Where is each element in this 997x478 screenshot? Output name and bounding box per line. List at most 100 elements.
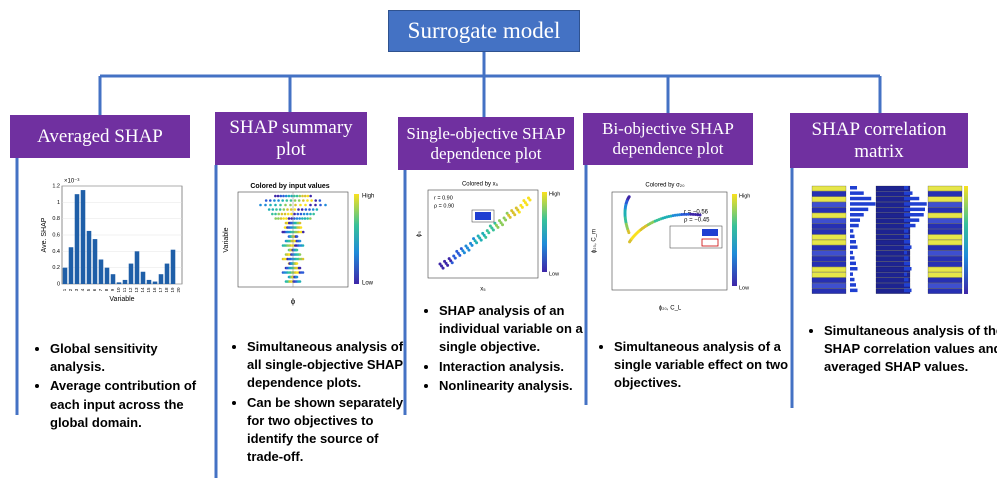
dot [511,211,515,215]
dot [301,271,305,274]
dot [299,212,303,216]
dot [282,194,285,198]
dot [301,230,305,234]
dot [691,212,695,216]
dot [259,203,262,207]
dot [302,212,306,216]
x-tick-label: 1 [62,288,67,291]
low-label: Low [739,285,749,291]
dot [308,208,311,211]
dot [298,194,302,198]
bar [904,196,920,201]
dot [304,208,308,211]
dot [286,208,289,211]
dot [284,194,288,198]
dot [274,212,277,216]
dot [491,228,495,232]
bar [92,239,98,284]
dot [314,199,318,202]
x-tick-label: 9 [110,288,115,291]
cell [811,212,847,219]
dot [453,256,457,260]
bar [904,191,913,195]
bar [116,282,122,284]
bar [158,274,164,284]
single-dependence-figure: Colored by x₅ r = 0.90 ρ = 0.90 High Low… [417,182,561,293]
bar [850,213,864,217]
dot [298,217,301,220]
cell [811,185,847,192]
dot [507,213,511,217]
dot [525,203,529,207]
x-tick-label: 20 [176,287,181,293]
dot [274,217,277,220]
dot [678,213,682,217]
bar [904,250,908,255]
high-label: High [362,194,374,200]
bar [850,288,858,293]
bullet: Simultaneous analysis of a single variab… [614,338,804,393]
high-label: High [739,193,750,199]
cell [811,207,847,213]
dot [689,212,693,216]
bullet-list: Simultaneous analysis of all single-obje… [225,338,417,467]
y-tick-label: 0.8 [52,216,60,222]
bar [850,234,855,239]
cell [811,223,847,229]
dot [293,208,297,211]
dot [276,194,280,198]
y-tick-label: 1 [57,200,60,206]
low-label: Low [549,271,559,277]
dot [301,217,304,220]
cell [875,185,911,192]
dot [268,199,272,202]
x-tick-label: 8 [104,288,109,291]
dot [456,251,460,255]
cell [927,234,963,240]
dot [285,199,289,202]
dot [283,212,287,216]
bar [80,190,86,284]
bar [152,281,158,284]
header: SHAP correlation matrix [790,113,968,168]
dot [284,203,287,207]
dot [472,237,476,241]
bar [904,218,920,222]
dot [306,217,309,220]
dot [273,199,276,202]
bar [850,261,856,266]
dot [519,203,523,207]
x-tick-label: 16 [152,287,157,293]
dot [490,226,494,230]
dot [475,241,479,245]
cell [927,218,963,224]
dot [517,210,521,214]
header: Single-objective SHAP dependence plot [398,117,574,170]
dot [514,206,518,210]
bar [134,251,140,284]
x-tick-label: 7 [98,288,103,291]
dot [299,203,302,207]
dot [309,212,312,216]
bar [140,271,146,284]
bar [904,256,909,260]
dot [458,253,462,257]
dot [301,244,305,247]
dot [274,194,277,198]
bar [850,240,857,244]
r-label: r = −0.56 [684,210,709,216]
dot [279,217,283,220]
cell [927,212,963,219]
dot [282,217,285,220]
cell [811,272,847,278]
cell [927,202,963,208]
dot [298,253,302,256]
header: Bi-objective SHAP dependence plot [583,113,753,165]
y-tick-label: 0.6 [52,232,60,238]
dot [293,217,296,220]
bar [904,272,907,276]
cell [811,250,847,256]
bar [904,234,909,239]
cell [811,277,847,283]
y-tick-label: 1.2 [52,183,60,189]
